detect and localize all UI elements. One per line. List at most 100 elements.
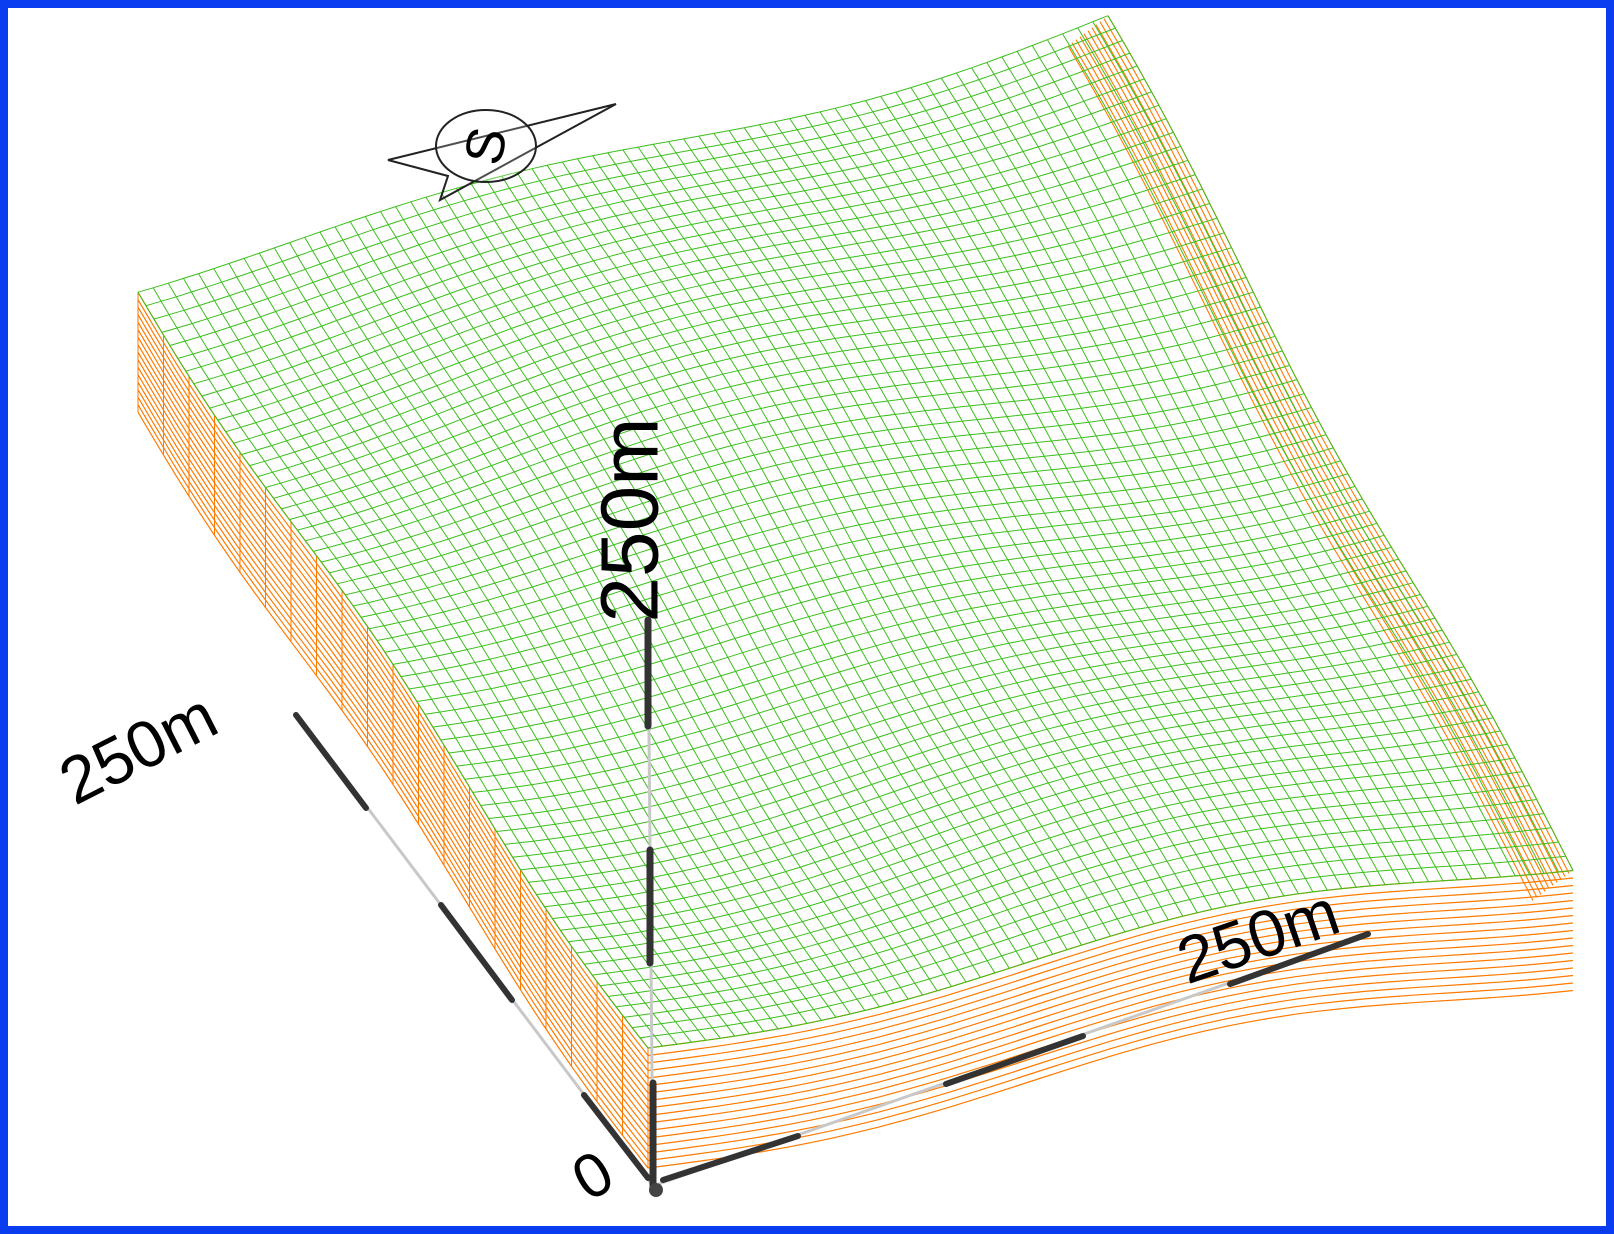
mesh-line-v [177,78,1145,359]
mesh-line-u [668,141,1155,924]
mesh-line-v [321,335,1276,563]
mesh-line-v [424,510,1370,715]
side-contour-front [647,952,1574,1132]
side-contour-front [647,877,1574,1057]
mesh-line-v [600,785,1530,987]
terrain-3d-view[interactable]: S 250m 250m 250m 0 [8,8,1606,1226]
mesh-line-v [647,870,1574,1049]
mesh-line-u [652,144,1140,928]
mesh-line-v [153,40,1123,320]
mesh-line-u [213,268,721,1039]
mesh-line-v [528,666,1465,883]
mesh-line-v [632,841,1559,1029]
mesh-line-v [496,617,1436,832]
mesh-line-v [384,447,1334,653]
mesh-line-v [241,188,1203,455]
terrain-surface-mesh [137,15,1574,1049]
mesh-line-v [408,485,1356,690]
mesh-line-u [1107,15,1574,871]
mesh-line-v [137,15,1109,293]
mesh-line-v [464,570,1407,780]
mesh-line-v [217,145,1181,421]
mesh-line-v [169,65,1138,346]
side-contour-right [1099,21,1566,877]
mesh-line-v [368,420,1319,630]
mesh-line-v [639,855,1566,1039]
mesh-line-v [345,379,1298,596]
mesh-line-v [448,546,1392,754]
compass-icon[interactable]: S [387,103,617,203]
mesh-line-v [225,159,1189,433]
mesh-line-v [592,771,1523,976]
mesh-line-v [624,827,1552,1018]
mesh-line-v [233,174,1196,444]
side-contour-right [1087,30,1554,886]
compass-ring [435,109,537,183]
mesh-line-v [552,704,1486,920]
mesh-line-v [201,118,1167,397]
mesh-line-v [392,460,1341,665]
mesh-line-v [584,757,1515,965]
side-contour-front [647,884,1574,1064]
side-contour-right [1079,36,1546,892]
axis-bars [293,616,1371,1197]
mesh-line-v [297,291,1254,531]
mesh-line-u [728,130,1213,910]
mesh-line-v [608,799,1537,997]
mesh-line-u [1046,39,1516,877]
mesh-line-v [353,393,1305,607]
mesh-line-v [257,217,1218,478]
mesh-line-v [456,558,1399,767]
mesh-line-u [758,124,1242,904]
side-contour-front [647,929,1574,1109]
mesh-line-v [440,534,1385,741]
mesh-line-v [616,813,1544,1008]
mesh-line-v [520,653,1457,871]
mesh-line-v [432,522,1377,728]
mesh-line-u [319,231,822,1021]
mesh-line-v [472,582,1414,793]
y-axis-label: 250m [48,678,229,819]
mesh-line-u [713,133,1198,913]
mesh-line-v [536,678,1472,896]
mesh-line-v [145,27,1116,307]
mesh-line-v [281,262,1239,510]
mesh-line-v [193,104,1160,385]
mesh-line-v [161,52,1130,333]
mesh-line-u [607,152,1097,941]
mesh-line-v [249,203,1210,467]
mesh-line-u [986,62,1458,881]
side-contour-front [647,937,1574,1117]
y-axis-segment [293,712,369,811]
mesh-line-v [209,131,1174,409]
mesh-line-u [1016,51,1487,879]
x-axis-segment [1227,931,1371,987]
compass-arrow [387,103,617,203]
mesh-line-v [329,350,1283,574]
side-contour-front [647,922,1574,1102]
mesh-line-v [273,247,1232,499]
mesh-line-u [925,82,1401,884]
origin-label: 0 [561,1138,625,1215]
terrain-side-walls [137,15,1574,1169]
side-contour-right [1075,39,1542,895]
mesh-line-v [416,498,1363,702]
mesh-line-v [289,276,1247,521]
mesh-line-v [480,594,1421,806]
mesh-line-u [198,273,707,1041]
mesh-line-v [265,232,1225,488]
mesh-line-v [504,629,1443,845]
z-axis-label: 250m [585,417,676,622]
mesh-line-u [243,258,750,1035]
mesh-line-u [1031,45,1502,878]
mesh-line-v [305,306,1261,542]
mesh-line-v [360,407,1312,618]
mesh-line-v [337,364,1290,585]
mesh-line-v [377,434,1327,641]
mesh-line-v [512,641,1450,858]
mesh-line-v [185,91,1152,372]
y-axis-segment [581,1092,651,1181]
side-contour-front [647,982,1574,1162]
side-contour-front [647,914,1574,1094]
